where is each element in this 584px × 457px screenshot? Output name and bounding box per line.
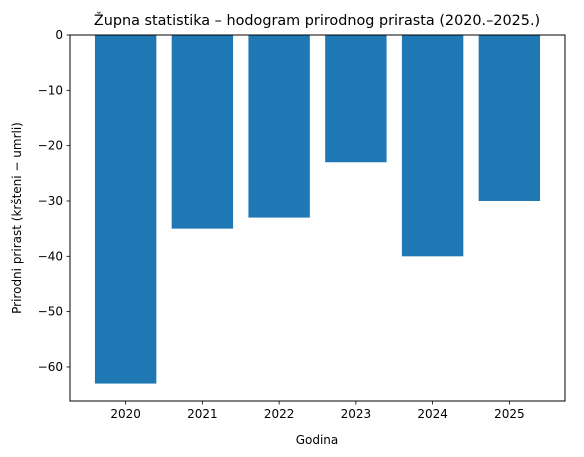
y-tick-label: −50 bbox=[38, 305, 63, 319]
x-tick-label: 2020 bbox=[110, 407, 141, 421]
x-tick-label: 2025 bbox=[494, 407, 525, 421]
bars-group bbox=[94, 35, 541, 384]
y-tick-label: −60 bbox=[38, 360, 63, 374]
bar-2022 bbox=[248, 35, 310, 218]
y-tick-label: −10 bbox=[38, 83, 63, 97]
x-tick-label: 2021 bbox=[187, 407, 218, 421]
x-tick-label: 2024 bbox=[417, 407, 448, 421]
x-axis-label: Godina bbox=[296, 433, 339, 447]
bar-2021 bbox=[171, 35, 234, 229]
chart-title: Župna statistika – hodogram prirodnog pr… bbox=[94, 11, 540, 29]
x-tick-label: 2022 bbox=[264, 407, 295, 421]
y-axis-label: Prirodni prirast (kršteni − umrli) bbox=[10, 122, 24, 314]
y-axis: 0 −10 −20 −30 −40 −50 −60 bbox=[38, 28, 70, 374]
bar-2020 bbox=[94, 35, 157, 384]
y-tick-label: 0 bbox=[55, 28, 63, 42]
x-axis: 2020 2021 2022 2023 2024 2025 bbox=[110, 401, 525, 421]
y-tick-label: −30 bbox=[38, 194, 63, 208]
y-tick-label: −40 bbox=[38, 249, 63, 263]
plot-frame bbox=[69, 34, 566, 402]
bar-2025 bbox=[478, 35, 541, 201]
y-tick-label: −20 bbox=[38, 139, 63, 153]
bar-2024 bbox=[401, 35, 464, 257]
x-tick-label: 2023 bbox=[341, 407, 372, 421]
bar-2023 bbox=[325, 35, 387, 163]
